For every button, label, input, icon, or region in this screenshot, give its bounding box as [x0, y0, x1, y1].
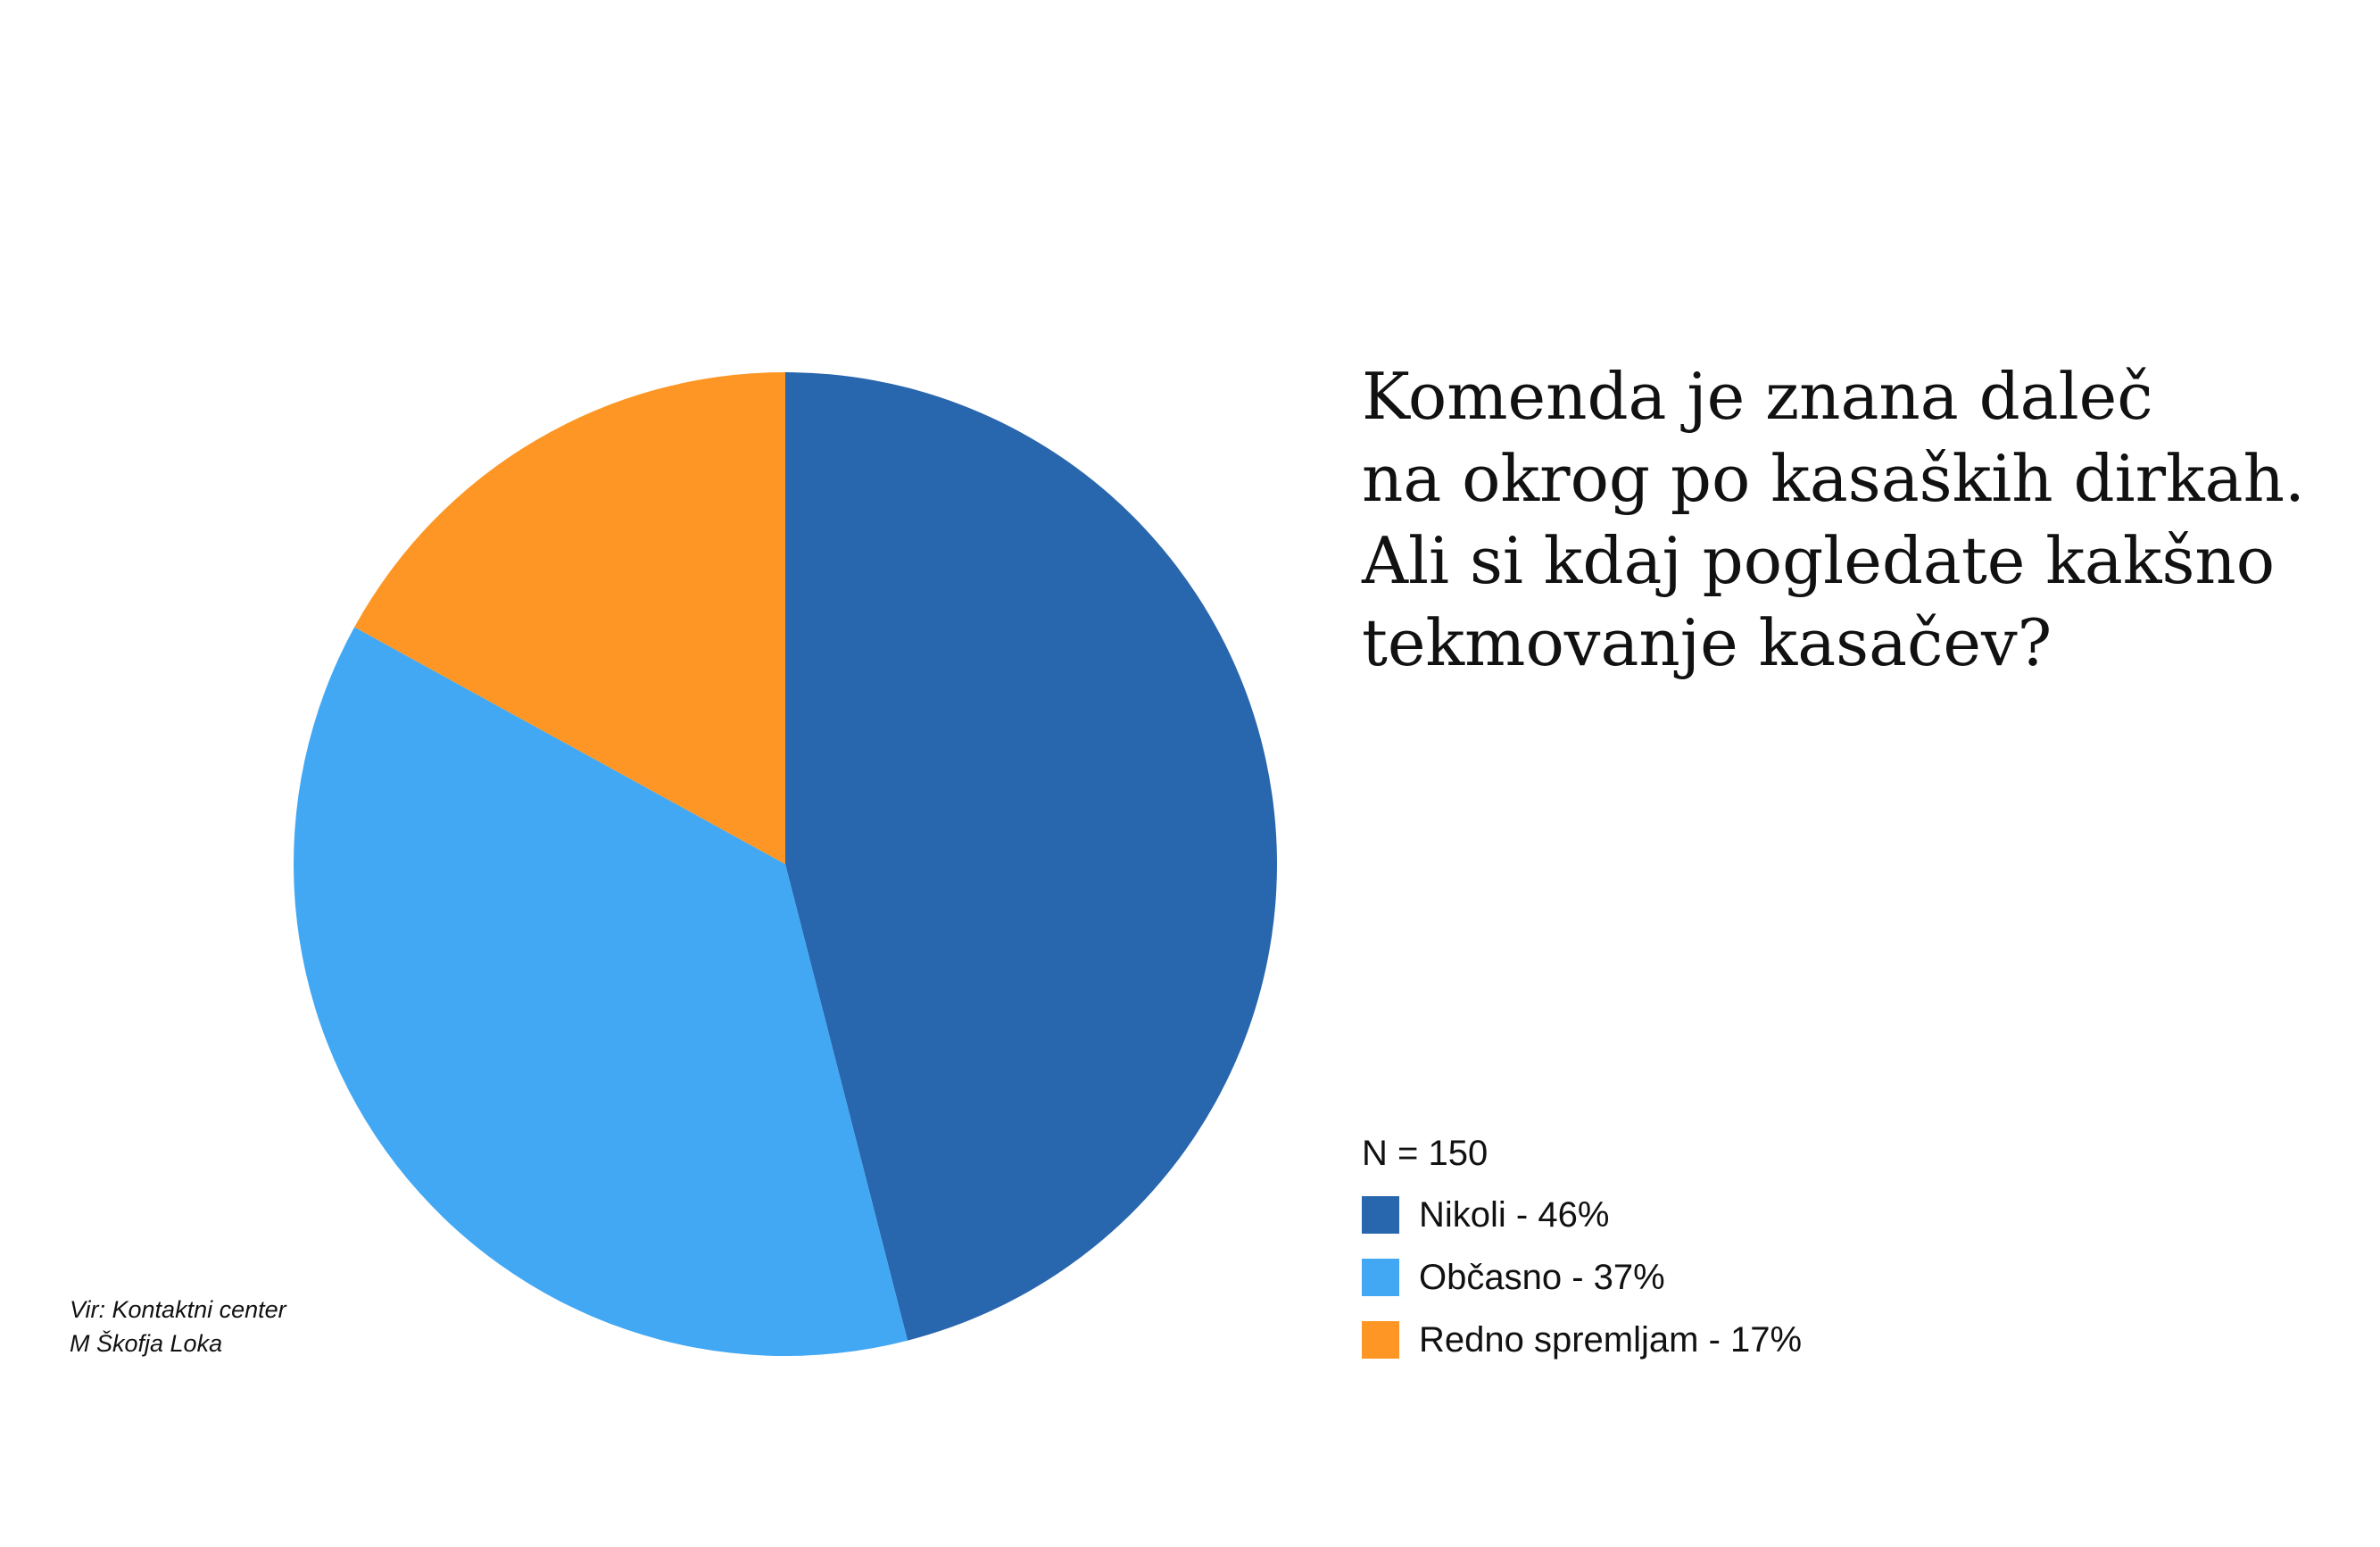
chart-title-line-4: tekmovanje kasačev?: [1362, 605, 2052, 680]
legend-item-obcasno: Občasno - 37%: [1362, 1246, 1802, 1309]
legend-swatch-obcasno: [1362, 1259, 1399, 1296]
chart-title-line-3: Ali si kdaj pogledate kakšno: [1362, 523, 2276, 598]
legend: N = 150 Nikoli - 46% Občasno - 37% Redno…: [1362, 1127, 1802, 1371]
pie-slices: [294, 372, 1278, 1357]
legend-item-nikoli: Nikoli - 46%: [1362, 1184, 1802, 1246]
pie-slice-nikoli: [785, 372, 1278, 1341]
chart-title: Komenda je znana daleč na okrog po kasaš…: [1362, 355, 2343, 684]
chart-title-line-2: na okrog po kasaških dirkah.: [1362, 441, 2305, 516]
source-note: Vir: Kontaktni center M Škofja Loka: [70, 1293, 286, 1360]
source-line-2: M Škofja Loka: [70, 1330, 223, 1357]
legend-label-redno-spremljam: Redno spremljam - 17%: [1419, 1319, 1803, 1360]
legend-label-nikoli: Nikoli - 46%: [1419, 1194, 1610, 1235]
legend-swatch-nikoli: [1362, 1196, 1399, 1234]
pie-slice-obcasno: [294, 627, 908, 1357]
legend-item-redno-spremljam: Redno spremljam - 17%: [1362, 1309, 1802, 1371]
sample-size-label: N = 150: [1362, 1134, 1489, 1173]
legend-label-obcasno: Občasno - 37%: [1419, 1257, 1665, 1297]
legend-swatch-redno-spremljam: [1362, 1321, 1399, 1359]
source-line-1: Vir: Kontaktni center: [70, 1296, 286, 1323]
pie-slice-redno-spremljam: [354, 372, 785, 864]
chart-title-line-1: Komenda je znana daleč: [1362, 359, 2153, 434]
